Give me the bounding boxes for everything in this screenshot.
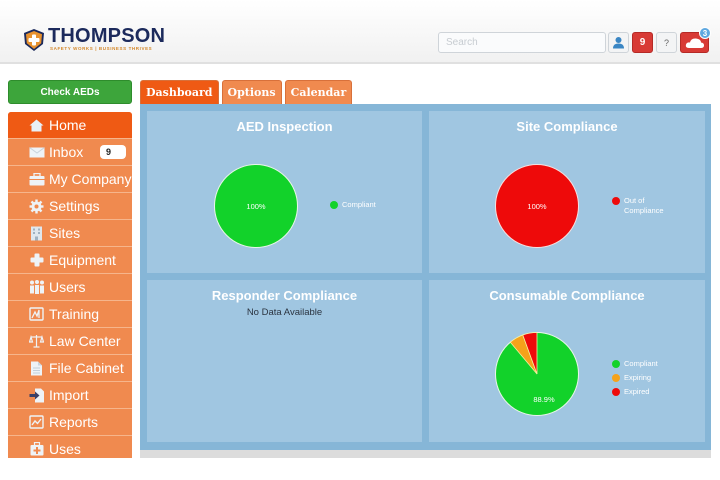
chart-icon — [28, 415, 45, 429]
pie-slice-label: 100% — [246, 202, 266, 211]
legend-label: Out of Compliance — [624, 196, 664, 216]
building-icon — [28, 226, 45, 240]
no-data-message: No Data Available — [246, 307, 323, 318]
sidebar-item-label: Users — [49, 279, 86, 295]
shield-cross-logo-icon — [24, 28, 44, 51]
chart-legend: Compliant Expiring Expired — [612, 359, 658, 401]
aed-pie-chart[interactable] — [213, 163, 299, 249]
legend-item-out-of-compliance[interactable]: Out of Compliance — [612, 196, 664, 216]
sidebar-item-label: Law Center — [49, 333, 121, 349]
panel-title: Site Compliance — [516, 119, 618, 134]
panel-title: Responder Compliance — [211, 288, 358, 303]
sidebar-item-label: My Company — [49, 171, 132, 187]
envelope-icon — [28, 145, 45, 159]
dashboard-grid: AED Inspection 100% Compliant Site Compl… — [140, 104, 711, 450]
panel-title: AED Inspection — [236, 119, 333, 134]
user-icon — [613, 37, 624, 49]
tab-calendar[interactable]: Calendar — [284, 80, 353, 104]
chart-legend: Compliant — [330, 200, 376, 214]
training-icon — [28, 307, 45, 321]
sidebar-item-law-center[interactable]: Law Center — [8, 328, 132, 355]
scales-icon — [28, 334, 45, 348]
sidebar-item-training[interactable]: Training — [8, 301, 132, 328]
sidebar-item-reports[interactable]: Reports — [8, 409, 132, 436]
legend-dot-icon — [612, 197, 620, 205]
sidebar-item-import[interactable]: Import — [8, 382, 132, 409]
sidebar-item-label: Uses — [49, 441, 81, 457]
legend-dot-icon — [612, 388, 620, 396]
notifications-button[interactable]: 9 — [632, 32, 653, 53]
consumable-compliance-panel: Consumable Compliance 88.9% Compliant Ex… — [429, 280, 705, 442]
legend-dot-icon — [612, 374, 620, 382]
cloud-badge: 3 — [699, 27, 711, 39]
panel-title: Consumable Compliance — [489, 288, 645, 303]
legend-label-line2: Compliance — [624, 206, 664, 215]
tab-options[interactable]: Options — [221, 80, 282, 104]
sidebar-item-sites[interactable]: Sites — [8, 220, 132, 247]
gear-icon — [28, 199, 45, 213]
legend-dot-icon — [612, 360, 620, 368]
cloud-icon — [685, 37, 704, 48]
legend-item-compliant[interactable]: Compliant — [330, 200, 376, 210]
sidebar-item-label: Inbox — [49, 144, 84, 160]
plus-cross-icon — [28, 253, 45, 267]
sidebar-item-label: Sites — [49, 225, 81, 241]
site-compliance-panel: Site Compliance 100% Out of Compliance — [429, 111, 705, 273]
aed-inspection-panel: AED Inspection 100% Compliant — [147, 111, 422, 273]
first-aid-kit-icon — [28, 442, 45, 456]
legend-label: Expired — [624, 387, 650, 396]
legend-item-expiring[interactable]: Expiring — [612, 373, 658, 383]
thompson-logo[interactable]: THOMPSON SAFETY WORKS | BUSINESS THRIVES — [22, 25, 166, 52]
tab-dashboard[interactable]: Dashboard — [140, 80, 219, 104]
tab-bar: Dashboard Options Calendar — [140, 80, 355, 104]
sidebar-item-equipment[interactable]: Equipment — [8, 247, 132, 274]
sidebar-item-home[interactable]: Home — [8, 112, 132, 139]
legend-label: Compliant — [624, 359, 658, 368]
sidebar-item-settings[interactable]: Settings — [8, 193, 132, 220]
sidebar-item-users[interactable]: Users — [8, 274, 132, 301]
consumable-pie-chart[interactable] — [494, 331, 580, 417]
sidebar-item-uses[interactable]: Uses — [8, 436, 132, 458]
top-header: THOMPSON SAFETY WORKS | BUSINESS THRIVES… — [0, 0, 720, 64]
legend-dot-icon — [330, 201, 338, 209]
content-footer-bar — [140, 450, 711, 458]
home-icon — [28, 118, 45, 132]
help-icon: ? — [663, 37, 669, 48]
logo-tagline: SAFETY WORKS | BUSINESS THRIVES — [50, 46, 153, 51]
sidebar-item-label: Reports — [49, 414, 99, 430]
logo-name: THOMPSON — [48, 25, 166, 47]
users-icon — [28, 280, 45, 294]
notification-count: 9 — [639, 37, 646, 48]
legend-label-line1: Out of — [624, 196, 645, 205]
legend-label: Compliant — [342, 200, 376, 209]
check-aeds-button[interactable]: Check AEDs — [8, 80, 132, 104]
cloud-sync-button[interactable]: 3 — [680, 27, 711, 53]
sidebar-nav: Home Inbox 9 My Company Settings Sites E… — [8, 112, 132, 458]
sidebar-item-label: Import — [49, 387, 89, 403]
sidebar-item-my-company[interactable]: My Company — [8, 166, 132, 193]
sidebar-item-label: Training — [49, 306, 100, 322]
pie-slice-label: 100% — [527, 202, 547, 211]
pie-slice-label: 88.9% — [533, 395, 555, 404]
document-icon — [28, 361, 45, 375]
legend-item-expired[interactable]: Expired — [612, 387, 658, 397]
responder-compliance-panel: Responder Compliance No Data Available — [147, 280, 422, 442]
sidebar-item-file-cabinet[interactable]: File Cabinet — [8, 355, 132, 382]
import-icon — [28, 388, 45, 402]
sidebar-item-label: Equipment — [49, 252, 116, 268]
inbox-count-badge: 9 — [100, 145, 126, 159]
site-pie-chart[interactable] — [494, 163, 580, 249]
sidebar-item-label: Home — [49, 117, 87, 133]
sidebar-item-inbox[interactable]: Inbox 9 — [8, 139, 132, 166]
chart-legend: Out of Compliance — [612, 196, 664, 220]
user-profile-button[interactable] — [608, 32, 629, 53]
legend-item-compliant[interactable]: Compliant — [612, 359, 658, 369]
help-button[interactable]: ? — [656, 32, 677, 53]
sidebar-item-label: File Cabinet — [49, 360, 124, 376]
sidebar-item-label: Settings — [49, 198, 100, 214]
briefcase-icon — [28, 172, 45, 186]
search-input[interactable] — [438, 32, 606, 53]
legend-label: Expiring — [624, 373, 652, 382]
